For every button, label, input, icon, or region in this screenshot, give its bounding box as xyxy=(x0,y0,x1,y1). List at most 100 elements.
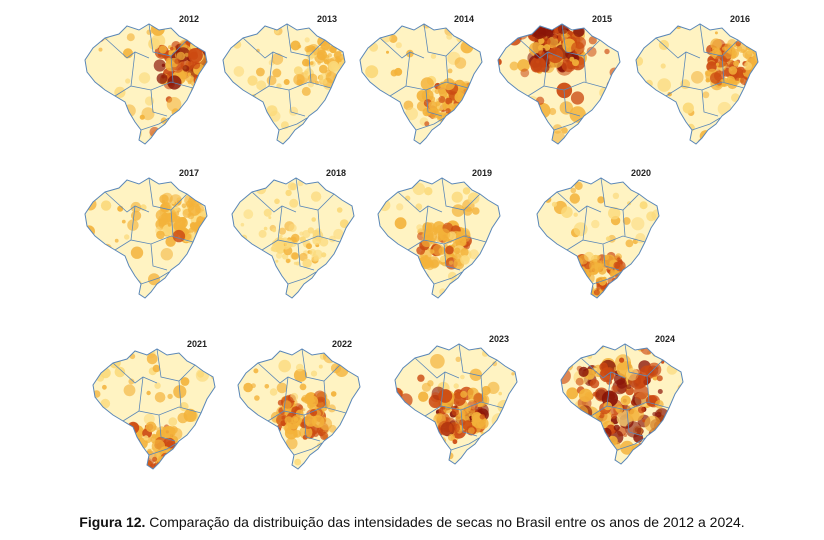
drought-spot xyxy=(284,239,293,248)
drought-spot xyxy=(561,127,568,134)
region-border xyxy=(323,380,327,408)
drought-spot xyxy=(287,421,298,432)
drought-spot xyxy=(263,226,268,231)
drought-spot xyxy=(319,237,329,247)
drought-spot xyxy=(425,89,430,94)
drought-spot xyxy=(203,80,207,88)
drought-spot xyxy=(245,412,251,418)
drought-spot xyxy=(193,243,203,253)
drought-spot xyxy=(420,77,434,91)
drought-spot xyxy=(417,374,425,382)
drought-spot xyxy=(241,110,246,115)
region-border xyxy=(286,23,326,57)
drought-spot xyxy=(573,212,578,217)
drought-spot xyxy=(613,286,626,298)
drought-spot xyxy=(751,75,758,84)
drought-spot xyxy=(714,31,718,35)
drought-spot xyxy=(121,219,126,224)
drought-spot xyxy=(549,270,553,274)
drought-spot xyxy=(124,437,135,448)
drought-spot xyxy=(651,452,661,461)
drought-spot xyxy=(394,217,407,230)
year-label: 2020 xyxy=(630,168,651,178)
drought-spot xyxy=(201,71,207,83)
brazil-map xyxy=(92,348,216,470)
drought-spot xyxy=(644,178,656,188)
region-border xyxy=(251,191,297,213)
drought-spot xyxy=(339,219,349,228)
drought-spot xyxy=(432,133,444,144)
drought-spot xyxy=(152,456,158,462)
drought-spot xyxy=(182,29,187,34)
drought-spot xyxy=(275,252,283,259)
drought-spot xyxy=(753,80,758,87)
drought-spot xyxy=(616,285,621,291)
region-border xyxy=(158,414,176,442)
region-border xyxy=(178,380,182,408)
drought-spot xyxy=(614,260,626,272)
drought-spot xyxy=(418,391,429,402)
drought-spot xyxy=(270,262,274,267)
drought-spot xyxy=(480,431,492,444)
drought-spot xyxy=(552,34,557,39)
drought-spot xyxy=(184,233,192,241)
drought-spot xyxy=(502,24,509,31)
drought-spot xyxy=(453,247,461,255)
region-border xyxy=(624,343,664,377)
country-outline xyxy=(635,23,759,145)
drought-spot xyxy=(274,29,280,34)
drought-spot xyxy=(238,456,249,467)
drought-spot xyxy=(317,36,328,47)
drought-spot xyxy=(640,93,653,106)
drought-spot xyxy=(480,191,484,194)
drought-spot xyxy=(424,121,430,127)
drought-spot xyxy=(506,103,519,116)
drought-spot xyxy=(323,349,337,364)
drought-spot xyxy=(396,203,404,211)
drought-spot xyxy=(605,236,611,241)
drought-spot xyxy=(306,243,312,250)
drought-spot xyxy=(498,116,507,127)
region-border xyxy=(301,348,341,382)
drought-spot xyxy=(368,118,381,131)
drought-spot xyxy=(301,86,311,96)
drought-spot xyxy=(647,246,657,255)
drought-spot xyxy=(652,243,659,255)
drought-spot xyxy=(342,450,353,462)
region-border xyxy=(287,271,317,285)
drought-spot xyxy=(625,384,631,390)
drought-spot xyxy=(582,127,596,140)
country-outline xyxy=(359,23,483,145)
drought-spot xyxy=(451,115,462,127)
drought-spot xyxy=(144,96,155,106)
drought-spot xyxy=(592,132,599,139)
drought-spot xyxy=(601,290,611,298)
drought-spot xyxy=(382,246,391,255)
drought-spot xyxy=(336,207,343,213)
drought-spot xyxy=(297,44,302,49)
drought-spot xyxy=(197,370,205,378)
drought-spot xyxy=(205,355,215,369)
drought-spot xyxy=(743,61,752,71)
drought-spot xyxy=(93,405,103,418)
drought-spot xyxy=(651,288,655,292)
drought-spot xyxy=(192,61,201,70)
drought-spot xyxy=(447,433,456,441)
region-border xyxy=(450,437,480,451)
drought-spot xyxy=(129,455,135,461)
drought-spot xyxy=(180,377,190,386)
drought-spot xyxy=(156,230,165,240)
drought-spot xyxy=(446,33,453,40)
drought-blotches xyxy=(233,178,349,293)
drought-spot xyxy=(146,29,152,35)
drought-spot xyxy=(90,241,97,248)
drought-spot xyxy=(129,447,136,454)
drought-spot xyxy=(276,414,288,426)
drought-spot xyxy=(572,132,576,136)
drought-spot xyxy=(428,101,438,110)
drought-spot xyxy=(561,432,573,449)
drought-spot xyxy=(702,91,710,99)
drought-spot xyxy=(162,427,174,439)
drought-spot xyxy=(608,28,620,42)
drought-spot xyxy=(626,458,632,464)
